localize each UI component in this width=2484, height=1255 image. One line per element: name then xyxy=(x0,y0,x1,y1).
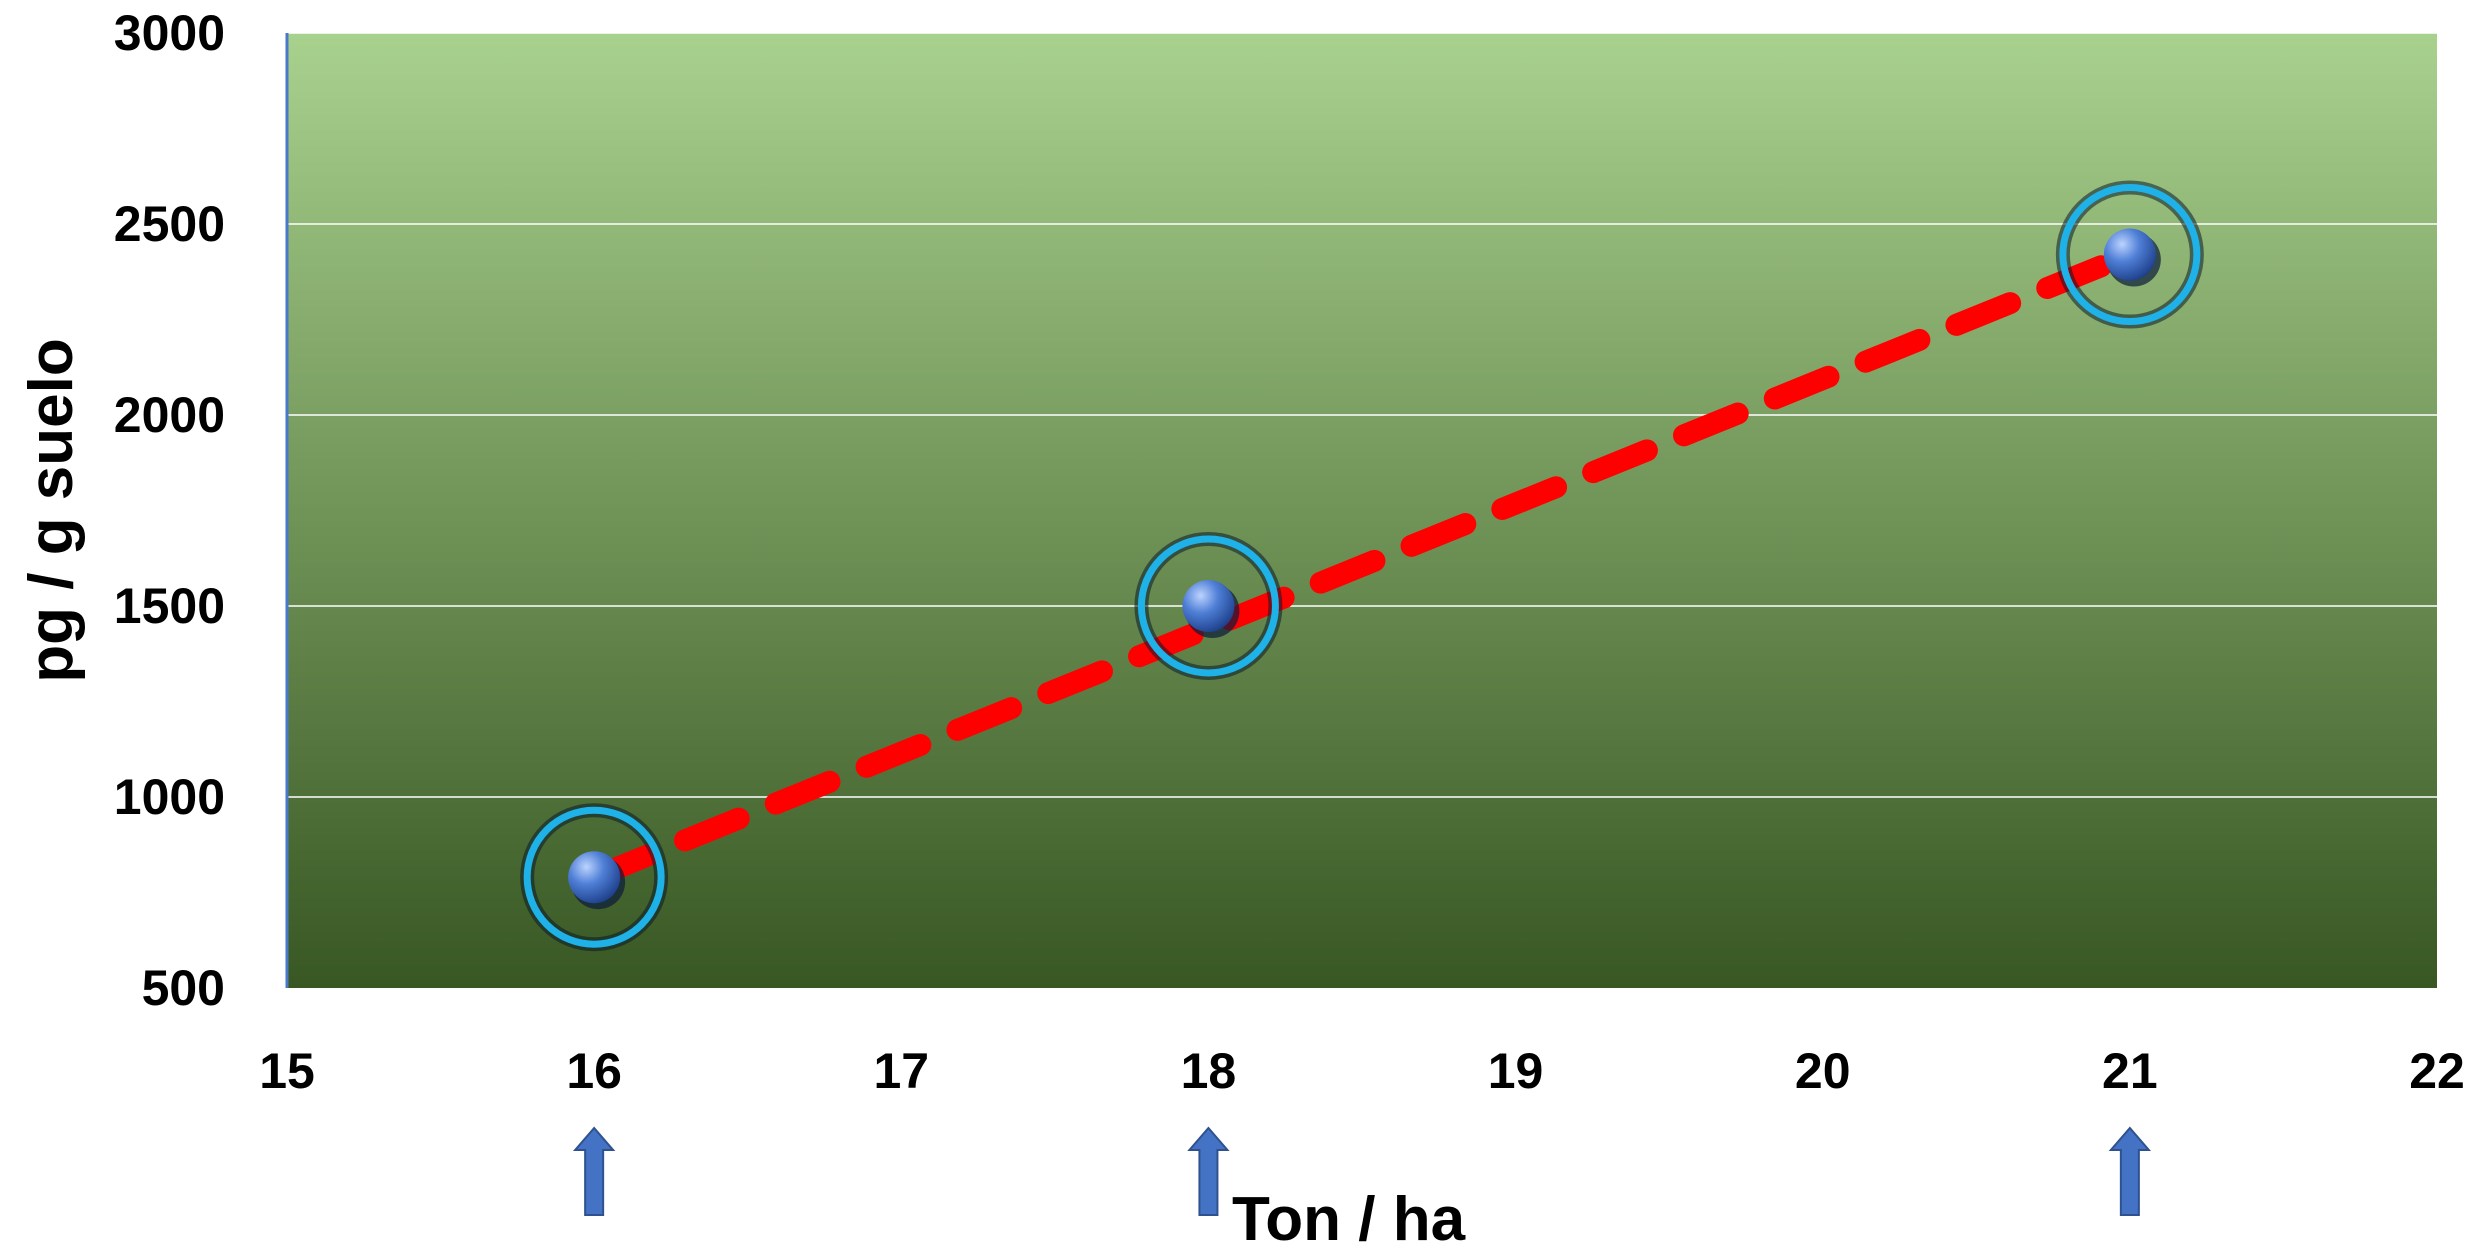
highlight-ring xyxy=(1137,535,1279,677)
data-point xyxy=(520,803,669,952)
y-tick-label: 2000 xyxy=(114,387,225,443)
x-tick-label: 18 xyxy=(1181,1043,1237,1099)
up-arrow-icon xyxy=(1187,1126,1230,1216)
x-tick-label: 16 xyxy=(566,1043,622,1099)
marker xyxy=(2103,228,2156,281)
x-tick-label: 19 xyxy=(1488,1043,1544,1099)
plot-area xyxy=(287,33,2437,988)
x-axis-ticks: 15 16 17 18 19 20 21 22 xyxy=(259,1043,2465,1099)
x-axis-title: Ton / ha xyxy=(1232,1185,1466,1254)
trendline xyxy=(583,243,2141,889)
grid-lines xyxy=(287,32,2437,798)
marker xyxy=(568,851,621,904)
x-tick-label: 21 xyxy=(2102,1043,2158,1099)
y-axis-ticks: 500 1000 1500 2000 2500 3000 xyxy=(114,5,225,1016)
x-tick-label: 22 xyxy=(2409,1043,2465,1099)
marker xyxy=(1182,580,1235,632)
data-points xyxy=(520,180,2204,952)
highlight-ring xyxy=(2059,184,2201,326)
y-tick-label: 1500 xyxy=(114,578,225,634)
x-tick-label: 15 xyxy=(259,1043,315,1099)
x-markers xyxy=(572,1126,2152,1216)
y-axis-title: pg / g suelo xyxy=(17,338,86,682)
y-tick-label: 500 xyxy=(142,960,225,1016)
y-tick-label: 2500 xyxy=(114,196,225,252)
up-arrow-icon xyxy=(2108,1126,2152,1216)
highlight-ring xyxy=(523,806,665,948)
y-tick-label: 1000 xyxy=(114,769,225,825)
x-tick-label: 20 xyxy=(1795,1043,1851,1099)
y-tick-label: 3000 xyxy=(114,5,225,61)
data-point xyxy=(1134,532,1283,680)
x-tick-label: 17 xyxy=(873,1043,929,1099)
data-point xyxy=(2055,180,2204,329)
up-arrow-icon xyxy=(572,1126,616,1216)
